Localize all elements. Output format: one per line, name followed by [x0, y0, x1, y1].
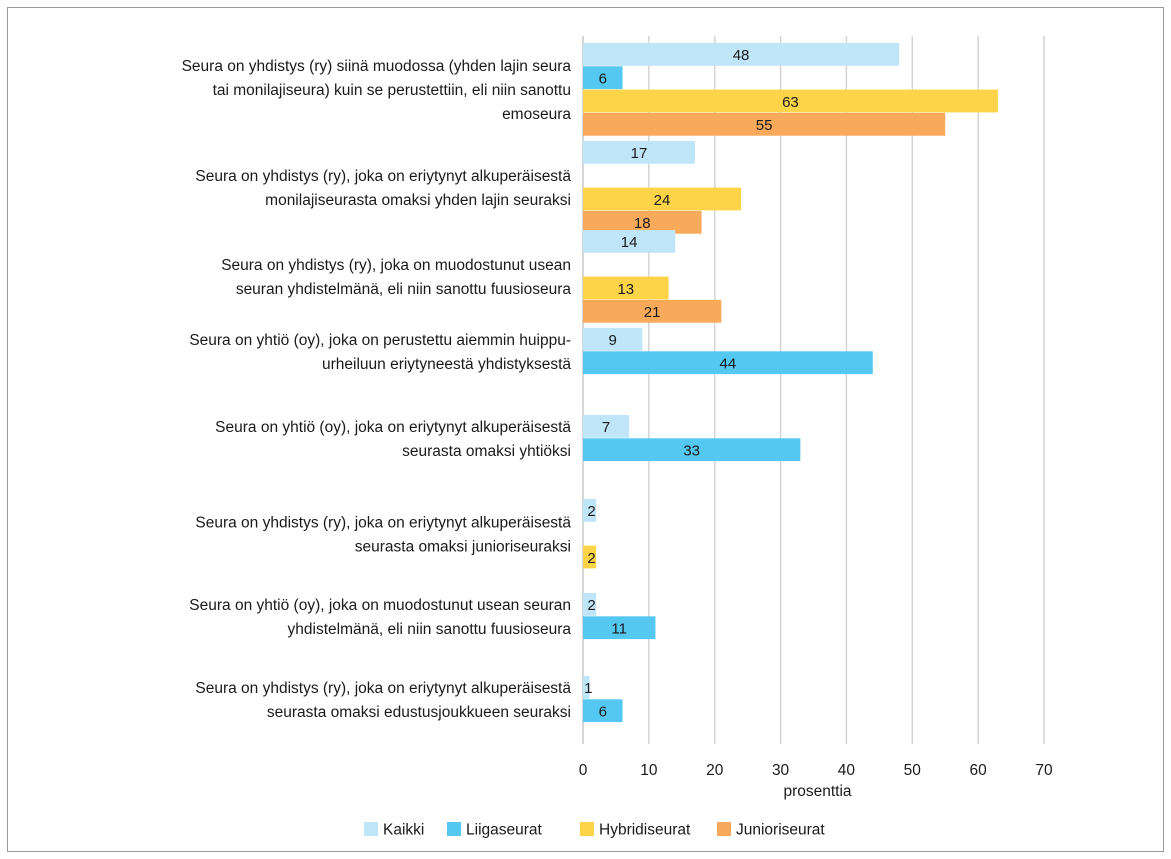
data-label: 21 — [644, 304, 661, 321]
bar-hybridiseurat-5 — [583, 545, 597, 569]
data-label: 55 — [756, 117, 773, 134]
bar-junioriseurat-0 — [583, 112, 946, 136]
data-label: 6 — [599, 703, 607, 720]
category-labels: Seura on yhdistys (ry) siinä muodossa (y… — [182, 58, 572, 721]
x-axis-title: prosenttia — [783, 783, 851, 800]
category-label: Seura on yhdistys (ry), joka on muodostu… — [221, 257, 571, 274]
data-label: 13 — [617, 281, 634, 298]
bar-junioriseurat-2 — [583, 299, 722, 323]
x-tick-label: 0 — [579, 762, 588, 779]
category-label: Seura on yhdistys (ry), joka on eriytyny… — [195, 680, 571, 697]
data-label: 48 — [733, 47, 750, 64]
data-label: 17 — [631, 145, 648, 162]
bar-liigaseurat-0 — [583, 66, 623, 90]
data-label: 63 — [782, 94, 799, 111]
bar-liigaseurat-6 — [583, 616, 656, 640]
bar-kaikki-1 — [583, 141, 695, 164]
category-label: Seura on yhdistys (ry), joka on eriytyny… — [195, 168, 571, 185]
category-label: yhdistelmänä, eli niin sanottu fuusioseu… — [288, 621, 572, 638]
x-tick-labels: 0 10 20 30 40 50 60 70 — [579, 762, 1053, 779]
data-label: 1 — [584, 680, 592, 697]
bar-junioriseurat-1 — [583, 210, 702, 234]
chart-frame: 48 6 63 55 17 24 18 14 13 21 9 44 7 33 2 2 2 11 1 6 Seura o… — [7, 7, 1164, 852]
category-label: urheiluun eriytyneestä yhdistyksestä — [322, 356, 571, 373]
legend-swatch-hybridiseurat — [580, 822, 594, 836]
bar-hybridiseurat-1 — [583, 187, 742, 211]
legend: Kaikki Liigaseurat Hybridiseurat Junioriseu… — [364, 822, 825, 839]
legend-label: Hybridiseurat — [599, 822, 691, 839]
legend-label: Junioriseurat — [736, 822, 825, 839]
data-label: 2 — [587, 550, 595, 567]
category-label: Seura on yhtiö (oy), joka on muodostunut… — [189, 597, 571, 614]
bar-kaikki-6 — [583, 593, 597, 616]
category-label: Seura on yhtiö (oy), joka on perustettu … — [189, 332, 571, 349]
category-label: emoseura — [502, 106, 571, 123]
data-label: 18 — [634, 215, 651, 232]
data-label: 24 — [654, 192, 671, 209]
legend-swatch-junioriseurat — [717, 822, 731, 836]
bar-kaikki-2 — [583, 230, 676, 253]
bar-kaikki-5 — [583, 499, 597, 522]
bar-liigaseurat-4 — [583, 438, 801, 462]
data-label: 6 — [599, 70, 607, 87]
x-tick-label: 40 — [838, 762, 856, 779]
data-label: 2 — [587, 503, 595, 520]
legend-label: Liigaseurat — [466, 822, 543, 839]
bar-kaikki-4 — [583, 415, 630, 438]
bar-hybridiseurat-0 — [583, 89, 998, 113]
category-label: seurasta omaksi junioriseuraksi — [355, 538, 571, 555]
bar-kaikki-7 — [583, 676, 590, 699]
category-label: Seura on yhtiö (oy), joka on eriytynyt a… — [215, 419, 571, 436]
legend-label: Kaikki — [383, 822, 424, 839]
x-tick-label: 20 — [706, 762, 724, 779]
bar-kaikki-3 — [583, 328, 643, 351]
category-label: seurasta omaksi yhtiöksi — [402, 443, 571, 460]
x-tick-label: 60 — [970, 762, 988, 779]
data-label: 33 — [683, 442, 700, 459]
bar-liigaseurat-7 — [583, 699, 623, 723]
legend-swatch-kaikki — [364, 822, 378, 836]
x-tick-label: 10 — [640, 762, 658, 779]
x-tick-label: 50 — [904, 762, 922, 779]
x-tick-label: 30 — [772, 762, 790, 779]
data-label: 2 — [587, 597, 595, 614]
category-label: Seura on yhdistys (ry), joka on eriytyny… — [195, 514, 571, 531]
bar-liigaseurat-3 — [583, 351, 873, 375]
category-label: Seura on yhdistys (ry) siinä muodossa (y… — [182, 58, 572, 75]
bar-kaikki-0 — [583, 43, 900, 66]
legend-swatch-liigaseurat — [447, 822, 461, 836]
data-label: 44 — [720, 355, 737, 372]
data-label: 14 — [621, 234, 638, 251]
category-label: seuran yhdistelmänä, eli niin sanottu fu… — [236, 281, 572, 298]
category-label: tai monilajiseura) kuin se perustettiin,… — [213, 82, 571, 99]
data-label: 7 — [602, 419, 610, 436]
x-tick-label: 70 — [1035, 762, 1053, 779]
data-label: 9 — [608, 332, 616, 349]
category-label: monilajiseurasta omaksi yhden lajin seur… — [265, 192, 571, 209]
data-label: 11 — [611, 620, 627, 637]
bar-hybridiseurat-2 — [583, 276, 669, 300]
category-label: seurasta omaksi edustusjoukkueen seuraks… — [267, 704, 571, 721]
